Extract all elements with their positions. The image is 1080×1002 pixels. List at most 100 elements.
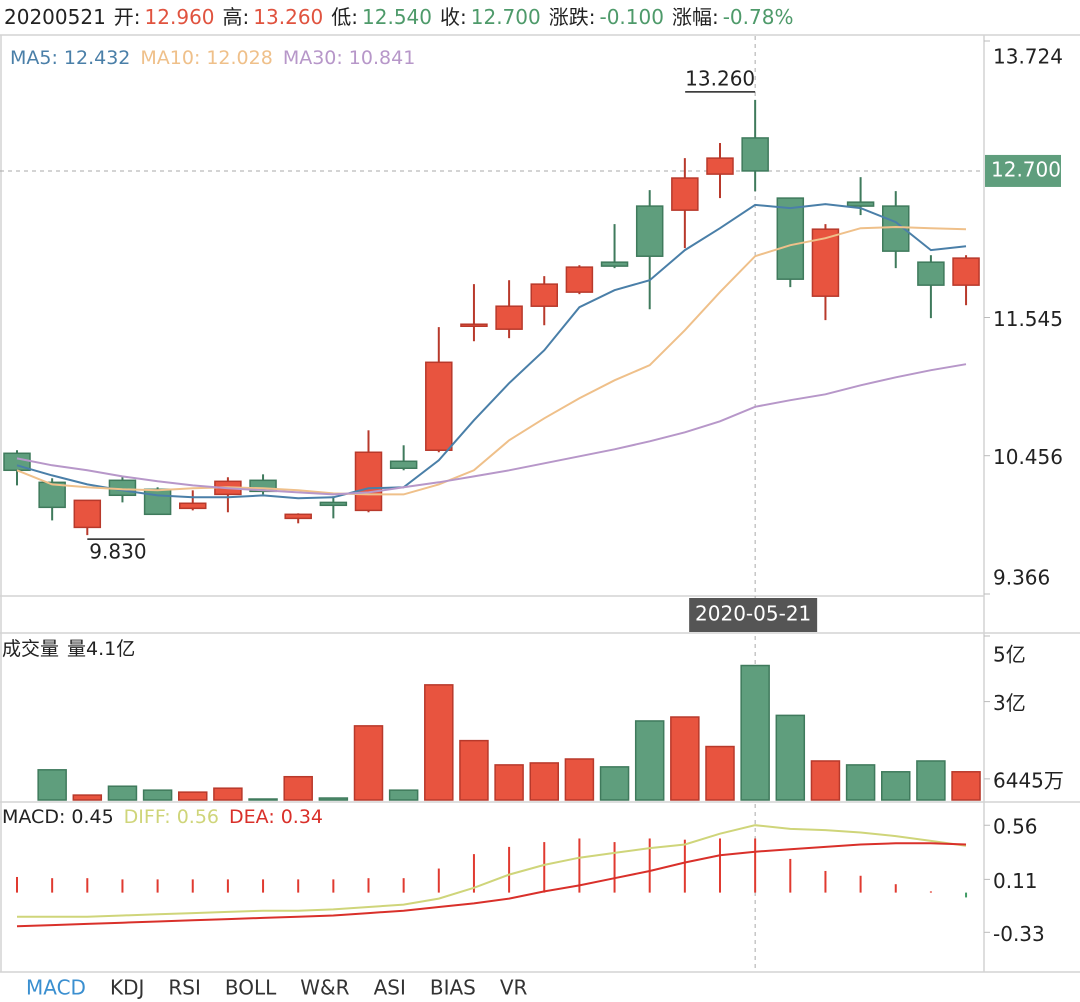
y-tick-label: 6445万: [993, 768, 1064, 792]
candle-body: [319, 501, 348, 507]
header-value: 13.260: [253, 5, 323, 29]
y-tick-label: 3亿: [993, 691, 1026, 715]
volume-bar: [881, 771, 911, 801]
last-price-label: 12.700: [991, 157, 1061, 181]
indicator-tab[interactable]: BIAS: [430, 976, 476, 1000]
indicator-tab[interactable]: VR: [500, 976, 528, 1000]
header: 20200521 开: 12.960 高: 13.260 低: 12.540 收: 12.700…: [4, 5, 793, 29]
candle-body: [776, 197, 805, 280]
volume-bar: [951, 771, 981, 801]
header-value: -0.78%: [723, 5, 794, 29]
ma-line: [16, 225, 967, 496]
volume-bar: [599, 766, 630, 801]
legend-value: 0.34: [281, 806, 323, 828]
legend-name: MA30:: [283, 47, 343, 69]
legend-value: 0.45: [71, 806, 113, 828]
last-price-box: [985, 154, 1061, 187]
extreme-label: 13.260: [685, 66, 755, 90]
ma-line: [16, 363, 967, 496]
macd-line: [16, 842, 967, 928]
indicator-tab[interactable]: BOLL: [225, 976, 277, 1000]
y-tick-label: 0.56: [993, 815, 1038, 839]
candle-body: [565, 266, 594, 293]
legend-value: 12.432: [64, 47, 130, 69]
y-tick-label: 10.456: [993, 445, 1063, 469]
volume-title: 成交量: [2, 638, 59, 660]
y-tick-label: 13.724: [993, 45, 1063, 69]
legend-name: MA5:: [10, 47, 58, 69]
volume-readout: 量4.1亿: [67, 638, 135, 660]
volume-bar: [529, 762, 559, 801]
candle-body: [530, 283, 558, 307]
volume-bar: [72, 794, 103, 801]
candle-body: [706, 157, 734, 175]
macd-line: [17, 824, 967, 918]
legend-name: MACD:: [2, 806, 65, 828]
volume-bar: [424, 684, 454, 801]
volume-bar: [740, 664, 770, 801]
volume-bar: [213, 787, 243, 801]
y-tick-label: -0.33: [993, 922, 1045, 946]
y-tick-label: 5亿: [993, 643, 1026, 667]
indicator-tab[interactable]: ASI: [374, 976, 406, 1000]
candle-body: [460, 323, 488, 328]
candle-body: [389, 460, 418, 469]
candle-body: [917, 261, 945, 286]
candle-body: [635, 205, 664, 257]
panel-title: 成交量 量4.1亿: [2, 638, 135, 660]
header-value: 12.540: [362, 5, 432, 29]
candle-body: [249, 479, 277, 493]
indicator-tab[interactable]: W&R: [300, 976, 349, 1000]
volume-bar: [634, 720, 665, 801]
volume-bar: [705, 745, 735, 801]
legend-name: DEA:: [229, 806, 275, 828]
header-label: 涨幅:: [672, 5, 719, 29]
legend-name: DIFF:: [124, 806, 171, 828]
volume-bar: [142, 789, 173, 801]
legend-value: 12.028: [206, 47, 272, 69]
header-label: 涨跌:: [549, 5, 596, 29]
volume-bar: [37, 769, 67, 801]
volume-bar: [388, 789, 419, 801]
date-box: [689, 598, 818, 632]
header-label: 低:: [331, 5, 358, 29]
volume-bar: [564, 758, 595, 801]
y-tick-label: 9.366: [993, 566, 1050, 590]
candle-body: [495, 305, 523, 330]
header-value: -0.100: [599, 5, 663, 29]
volume-bar: [283, 775, 313, 801]
candle-body: [741, 137, 769, 172]
header-label: 高:: [223, 5, 250, 29]
volume-bar: [248, 798, 278, 801]
volume-bar: [178, 791, 208, 801]
candle-body: [952, 257, 980, 286]
legend: MA5: 12.432 MA10: 12.028 MA30: 10.841: [10, 47, 415, 69]
volume-bar: [494, 764, 524, 801]
candle-body: [600, 261, 629, 267]
header-value: 12.700: [471, 5, 541, 29]
candle-body: [73, 499, 102, 529]
legend-name: MA10:: [140, 47, 200, 69]
ma-line: [16, 203, 967, 500]
volume-bar: [845, 764, 876, 801]
date-label: 2020-05-21: [695, 602, 811, 626]
volume-bar: [670, 716, 700, 801]
indicator-tab[interactable]: RSI: [168, 976, 201, 1000]
candle-body: [143, 488, 172, 516]
candle-body: [179, 502, 207, 510]
indicator-tab[interactable]: KDJ: [110, 976, 144, 1000]
header-label: 开:: [114, 5, 141, 29]
indicator-tab[interactable]: MACD: [26, 976, 86, 1000]
extreme-label: 9.830: [89, 540, 146, 564]
volume-bar: [318, 797, 349, 801]
volume-bar: [810, 760, 841, 801]
legend-value: 0.56: [177, 806, 219, 828]
candle-body: [38, 481, 66, 509]
y-tick-label: 11.545: [993, 307, 1063, 331]
y-tick-label: 0.11: [993, 869, 1038, 893]
candle-body: [354, 451, 383, 512]
legend-value: 10.841: [349, 47, 415, 69]
candle-body: [284, 513, 312, 520]
